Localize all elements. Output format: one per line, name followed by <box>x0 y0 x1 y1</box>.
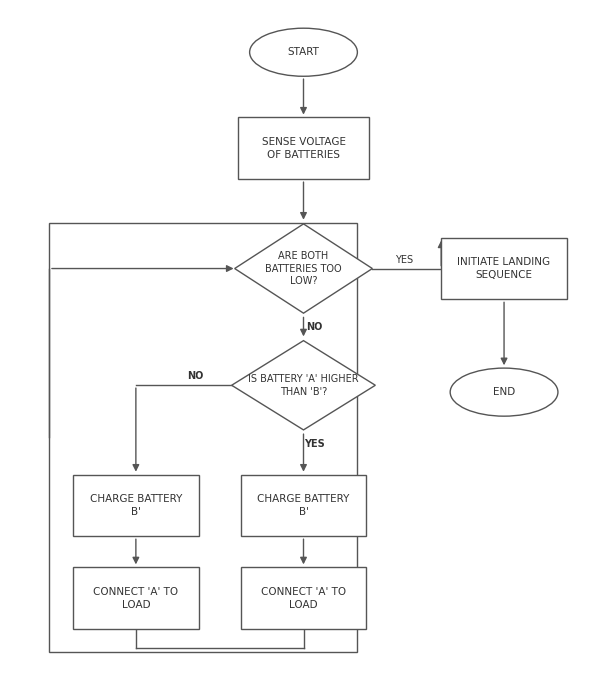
Text: IS BATTERY 'A' HIGHER
THAN 'B'?: IS BATTERY 'A' HIGHER THAN 'B'? <box>248 374 359 397</box>
FancyBboxPatch shape <box>73 475 198 537</box>
Text: CONNECT 'A' TO
LOAD: CONNECT 'A' TO LOAD <box>261 587 346 610</box>
Text: YES: YES <box>395 254 413 265</box>
Polygon shape <box>235 224 372 313</box>
Text: YES: YES <box>304 439 325 449</box>
Text: END: END <box>493 387 515 397</box>
Text: SENSE VOLTAGE
OF BATTERIES: SENSE VOLTAGE OF BATTERIES <box>262 137 345 160</box>
Text: START: START <box>288 47 319 57</box>
Text: NO: NO <box>306 322 322 332</box>
Ellipse shape <box>249 28 358 76</box>
FancyBboxPatch shape <box>238 117 369 179</box>
Text: ARE BOTH
BATTERIES TOO
LOW?: ARE BOTH BATTERIES TOO LOW? <box>265 251 342 286</box>
Text: CONNECT 'A' TO
LOAD: CONNECT 'A' TO LOAD <box>93 587 178 610</box>
Polygon shape <box>232 341 375 430</box>
Text: NO: NO <box>188 371 204 382</box>
Text: CHARGE BATTERY
B': CHARGE BATTERY B' <box>257 494 350 517</box>
FancyBboxPatch shape <box>240 475 367 537</box>
Text: INITIATE LANDING
SEQUENCE: INITIATE LANDING SEQUENCE <box>458 257 551 280</box>
FancyBboxPatch shape <box>441 238 567 300</box>
FancyBboxPatch shape <box>73 567 198 629</box>
FancyBboxPatch shape <box>240 567 367 629</box>
Ellipse shape <box>450 368 558 416</box>
Text: CHARGE BATTERY
B': CHARGE BATTERY B' <box>90 494 182 517</box>
